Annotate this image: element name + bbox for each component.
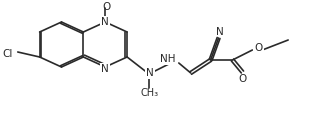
Text: N: N — [101, 64, 109, 74]
Text: N: N — [146, 68, 154, 78]
Text: NH: NH — [160, 54, 176, 64]
Text: CH₃: CH₃ — [141, 88, 159, 98]
Text: O: O — [254, 43, 262, 53]
Text: O: O — [102, 2, 110, 12]
Text: N: N — [101, 17, 109, 27]
Text: O: O — [238, 74, 247, 84]
Text: N: N — [216, 27, 223, 37]
Text: Cl: Cl — [3, 49, 13, 59]
